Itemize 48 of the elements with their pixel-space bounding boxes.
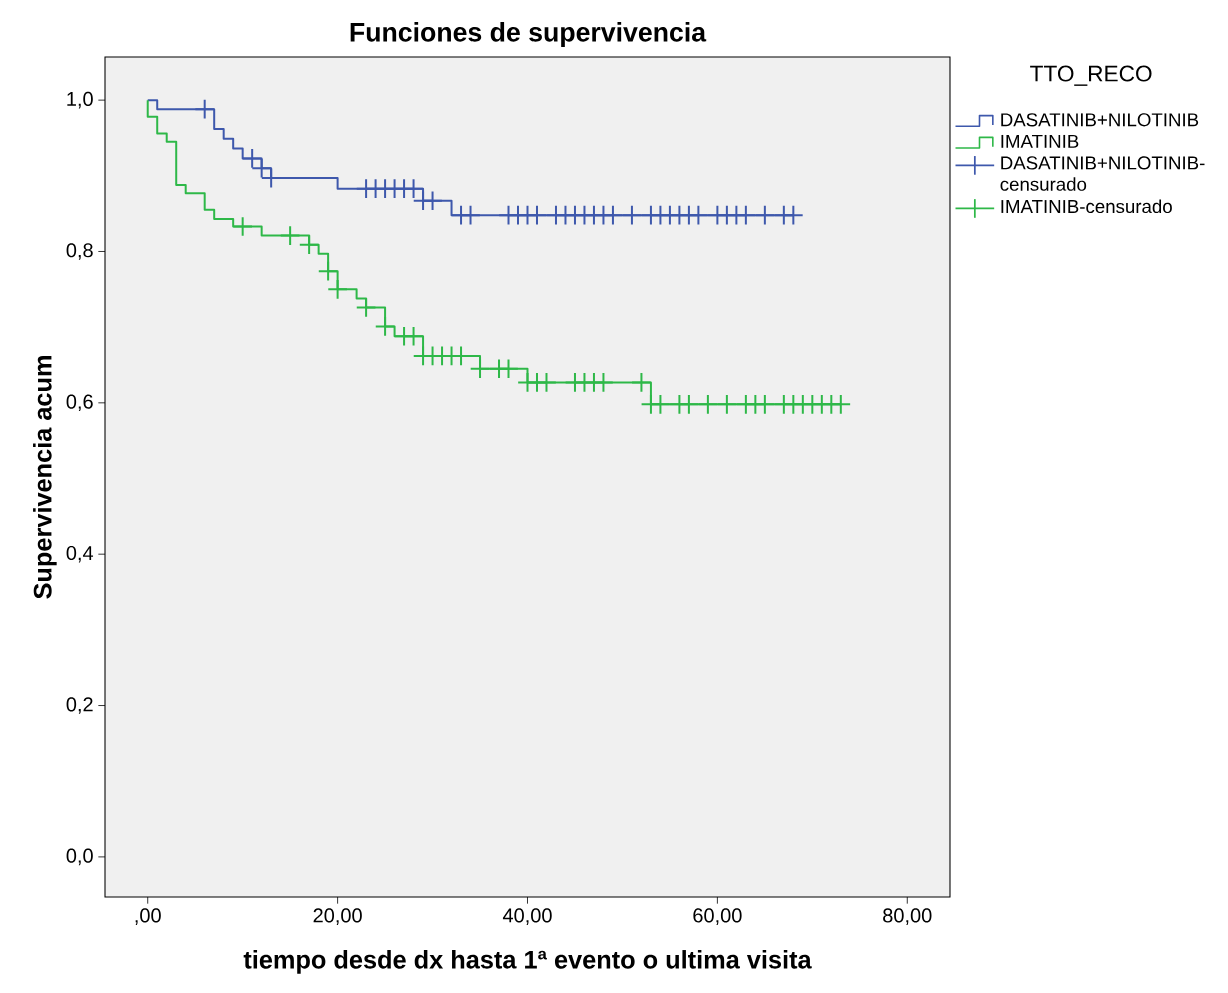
y-tick-label: 0,4 (66, 545, 94, 563)
point (526, 204, 548, 226)
point (374, 316, 396, 337)
y-tick-label: 0,2 (66, 697, 93, 714)
x-tick-label: 20,00 (313, 908, 362, 925)
point (621, 204, 643, 226)
point (194, 98, 216, 120)
legend-label: IMATINIB (1001, 134, 1079, 148)
point (593, 372, 614, 393)
point (716, 394, 738, 415)
legend-title: TTO_RECO (1030, 65, 1152, 86)
legend-label: DASATINIB+NILOTINIB (1001, 113, 1199, 127)
point (498, 358, 519, 380)
point (783, 204, 804, 226)
point (754, 394, 776, 415)
y-tick-label: 0,0 (66, 848, 93, 866)
point (735, 204, 757, 226)
point (602, 204, 624, 226)
point (460, 204, 481, 226)
legend-label: DASATINIB+NILOTINIB-censurado (1000, 156, 1205, 191)
point (697, 394, 719, 415)
point (279, 225, 301, 246)
point (678, 394, 700, 415)
x-axis-title: tiempo desde dx hasta 1ª evento o ultima visita (243, 950, 812, 974)
chart-title: Funciones de supervivencia (350, 22, 707, 47)
point (403, 325, 424, 347)
x-tick-label: 60,00 (693, 908, 742, 925)
point (754, 204, 776, 226)
x-tick-label: 40,00 (502, 908, 552, 925)
legend-label: IMATINIB-censurado (1001, 199, 1172, 214)
y-axis-title: Supervivencia acum (33, 356, 57, 599)
point (631, 372, 652, 393)
point (422, 190, 443, 212)
point (650, 394, 671, 415)
point (469, 358, 491, 380)
point (536, 372, 557, 393)
y-tick-label: 0,6 (66, 394, 93, 412)
x-tick-label: ,00 (135, 908, 161, 925)
point (232, 216, 253, 237)
point (830, 394, 852, 415)
point (355, 297, 377, 318)
y-tick-label: 1,0 (67, 91, 93, 109)
x-tick-label: 80,00 (883, 908, 932, 925)
y-tick-label: 0,8 (66, 243, 93, 260)
point (327, 278, 348, 300)
point (298, 234, 320, 255)
point (317, 260, 339, 282)
point (688, 204, 709, 226)
